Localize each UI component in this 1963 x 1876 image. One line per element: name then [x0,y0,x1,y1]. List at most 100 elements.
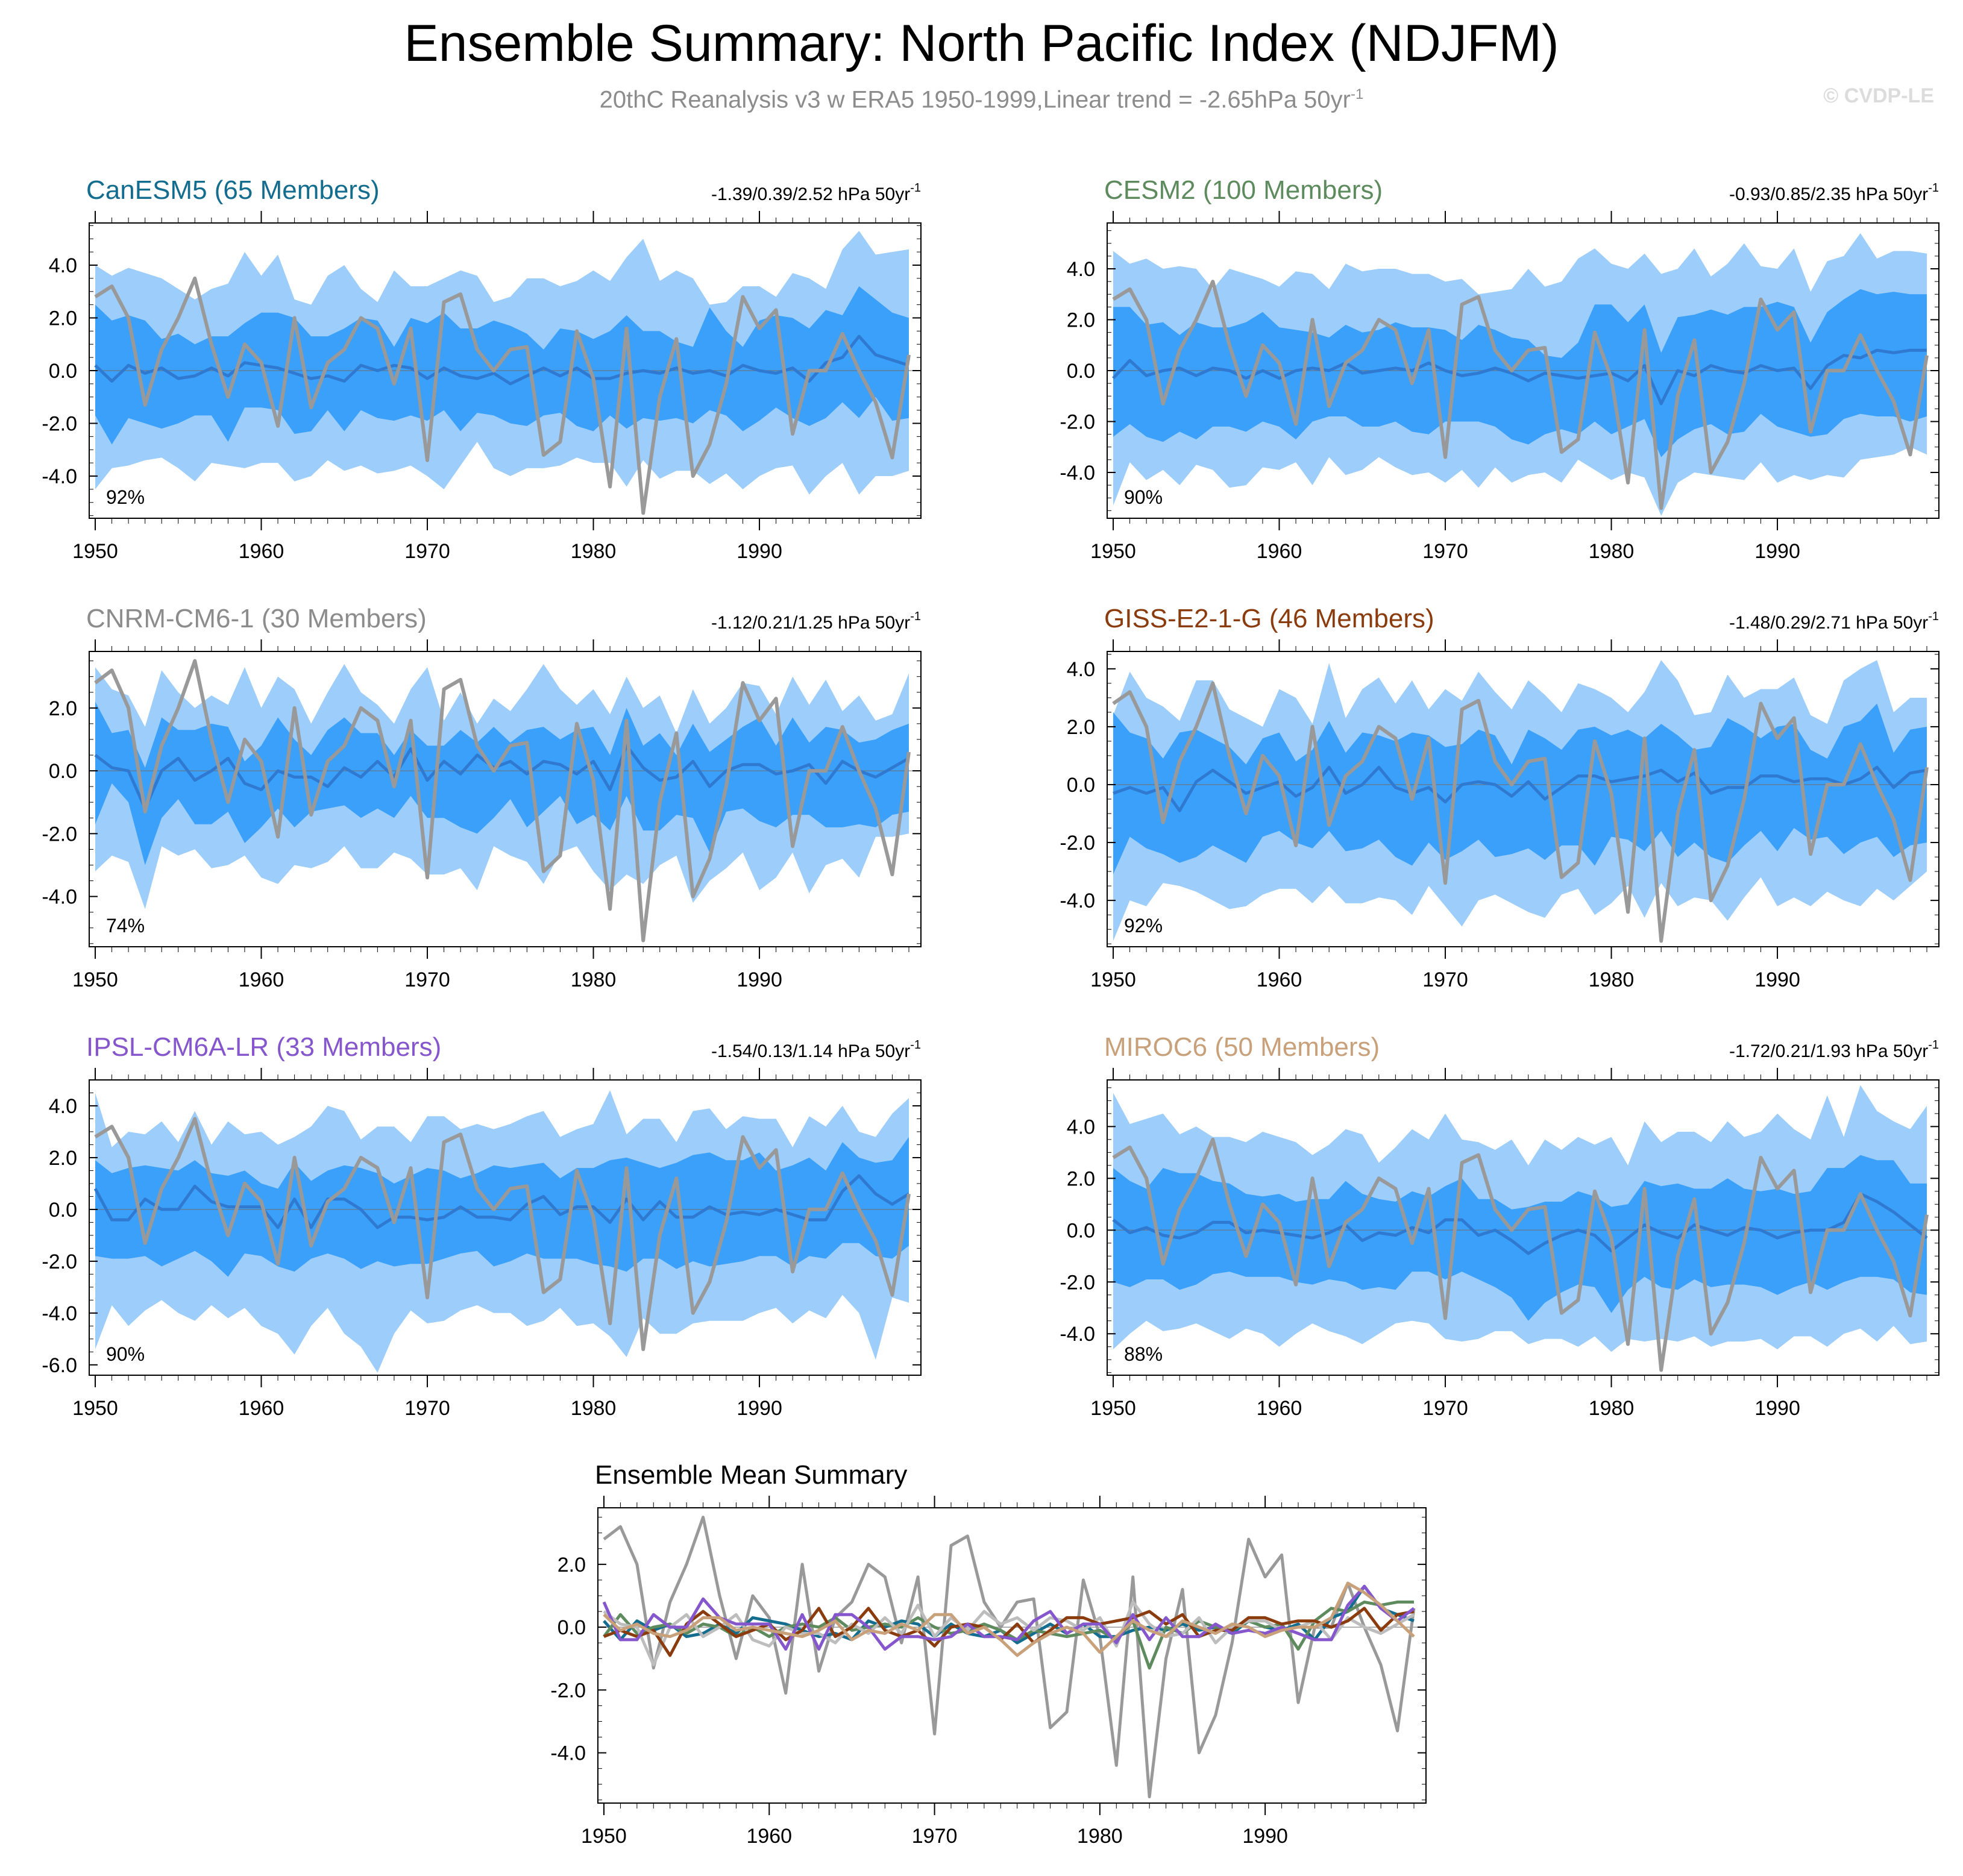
series-line-observed [603,1516,1416,1799]
x-tick-label: 1990 [1242,1825,1288,1848]
series-line-ipsl-cm6a-lr [602,1584,1415,1651]
plot-frame [597,1507,1427,1804]
y-tick-label: -2.0 [1060,1271,1095,1294]
y-tick-label: 2.0 [49,1147,77,1170]
trend-label: -1.48/0.29/2.71 hPa 50yr-1 [1729,610,1939,633]
panel-title: IPSL-CM6A-LR (33 Members) [86,1032,441,1062]
trend-text: -1.48/0.29/2.71 hPa 50yr [1729,613,1928,633]
inner-spread-band [1113,289,1927,457]
trend-label: -0.93/0.85/2.35 hPa 50yr-1 [1729,181,1939,204]
panel-title: GISS-E2-1-G (46 Members) [1104,604,1434,633]
y-tick-label: 2.0 [1067,309,1095,332]
y-tick-label: -4.0 [1060,462,1095,485]
plot-area [1107,233,1939,516]
panel-title: Ensemble Mean Summary [595,1460,907,1490]
observed-line [94,276,911,515]
panel-4: 4.0 2.0 0.0 -2.0 -4.0 -6.0 1950 1960 1970 1980 199… [42,1032,922,1420]
trend-superscript: -1 [910,1038,921,1052]
inner-spread-band [95,286,909,445]
x-tick-label: 1980 [1589,540,1635,563]
panel-5: 4.0 2.0 0.0 -2.0 -4.0 1950 1960 1970 1980 1990 MIR… [1060,1032,1939,1420]
trend-superscript: -1 [1928,610,1939,623]
x-tick-label: 1990 [737,968,782,991]
trend-text: -0.93/0.85/2.35 hPa 50yr [1729,184,1928,204]
y-tick-label: 2.0 [1067,716,1095,739]
x-tick-label: 1950 [1090,968,1136,991]
x-tick-label: 1960 [239,968,284,991]
trend-superscript: -1 [1928,181,1939,195]
panel-title: CESM2 (100 Members) [1104,175,1383,205]
y-tick-label: 0.0 [49,360,77,383]
percent-label: 92% [106,486,145,508]
ensemble-mean-line [1113,765,1927,812]
x-tick-label: 1950 [581,1825,627,1848]
y-tick-label: -4.0 [550,1742,586,1765]
x-tick-label: 1960 [239,1397,284,1420]
panel-title: CanESM5 (65 Members) [86,175,380,205]
panel-title: CNRM-CM6-1 (30 Members) [86,604,427,633]
y-tick-label: -4.0 [42,886,77,909]
plot-area [1107,660,1939,943]
x-tick-label: 1970 [1422,968,1468,991]
series-line-miroc6 [603,1581,1415,1657]
trend-superscript: -1 [910,181,921,195]
trend-text: -1.72/0.21/1.93 hPa 50yr [1729,1041,1928,1061]
inner-spread-band [95,701,909,865]
y-tick-label: 0.0 [49,1199,77,1222]
y-tick-label: -2.0 [42,413,77,436]
plot-area [1107,1085,1939,1372]
subtitle-superscript: -1 [1350,86,1364,102]
x-tick-label: 1970 [912,1825,958,1848]
y-tick-label: -2.0 [550,1679,586,1702]
y-tick-label: -4.0 [1060,1323,1095,1346]
ensemble-mean-line [94,744,910,811]
y-tick-label: -4.0 [42,465,77,488]
plot-area [598,1516,1426,1799]
x-tick-label: 1960 [1257,1397,1302,1420]
y-tick-label: 2.0 [1067,1167,1095,1190]
y-tick-label: -2.0 [42,1250,77,1273]
x-tick-label: 1990 [737,1397,782,1420]
trend-label: -1.12/0.21/1.25 hPa 50yr-1 [711,610,921,633]
y-tick-label: 0.0 [1067,774,1095,797]
inner-spread-band [1113,1155,1927,1321]
panel-1: 4.0 2.0 0.0 -2.0 -4.0 1950 1960 1970 1980 1990 CES… [1060,175,1939,563]
percent-label: 92% [1124,915,1163,936]
x-tick-label: 1970 [404,1397,450,1420]
x-tick-label: 1980 [571,968,617,991]
panel-3: 4.0 2.0 0.0 -2.0 -4.0 1950 1960 1970 1980 1990 GIS… [1060,604,1939,991]
x-tick-label: 1960 [746,1825,792,1848]
observed-line [94,1117,911,1351]
x-tick-label: 1960 [1257,968,1302,991]
x-tick-label: 1960 [1257,540,1302,563]
x-tick-label: 1970 [1422,1397,1468,1420]
x-tick-label: 1980 [1589,1397,1635,1420]
y-tick-label: 4.0 [49,1095,77,1118]
subtitle-text: 20thC Reanalysis v3 w ERA5 1950-1999,Lin… [599,86,1351,113]
y-tick-label: 0.0 [557,1616,586,1639]
y-tick-label: 2.0 [557,1554,586,1576]
plot-area [89,659,921,943]
panel-6: 2.0 0.0 -2.0 -4.0 1950 1960 1970 1980 1990 Ensemb… [550,1460,1427,1848]
x-tick-label: 1980 [1077,1825,1123,1848]
y-tick-label: 0.0 [1067,360,1095,383]
percent-label: 90% [1124,486,1163,508]
x-tick-label: 1970 [1422,540,1468,563]
x-tick-label: 1980 [571,1397,617,1420]
y-tick-label: -4.0 [1060,889,1095,912]
panel-0: 4.0 2.0 0.0 -2.0 -4.0 1950 1960 1970 1980 1990 Can… [42,175,922,563]
y-tick-label: -2.0 [1060,410,1095,433]
x-tick-label: 1990 [1754,968,1800,991]
plot-frame [89,651,922,947]
y-tick-label: -2.0 [1060,832,1095,855]
observed-line [1112,280,1929,510]
observed-line [1112,1137,1929,1372]
percent-label: 90% [106,1343,145,1365]
y-tick-label: -6.0 [42,1354,77,1377]
y-tick-label: 0.0 [1067,1219,1095,1242]
series-line-giss-e2-1-g [603,1607,1415,1657]
y-tick-label: 2.0 [49,697,77,720]
x-tick-label: 1990 [1754,1397,1800,1420]
ensemble-mean-line [1112,348,1927,406]
